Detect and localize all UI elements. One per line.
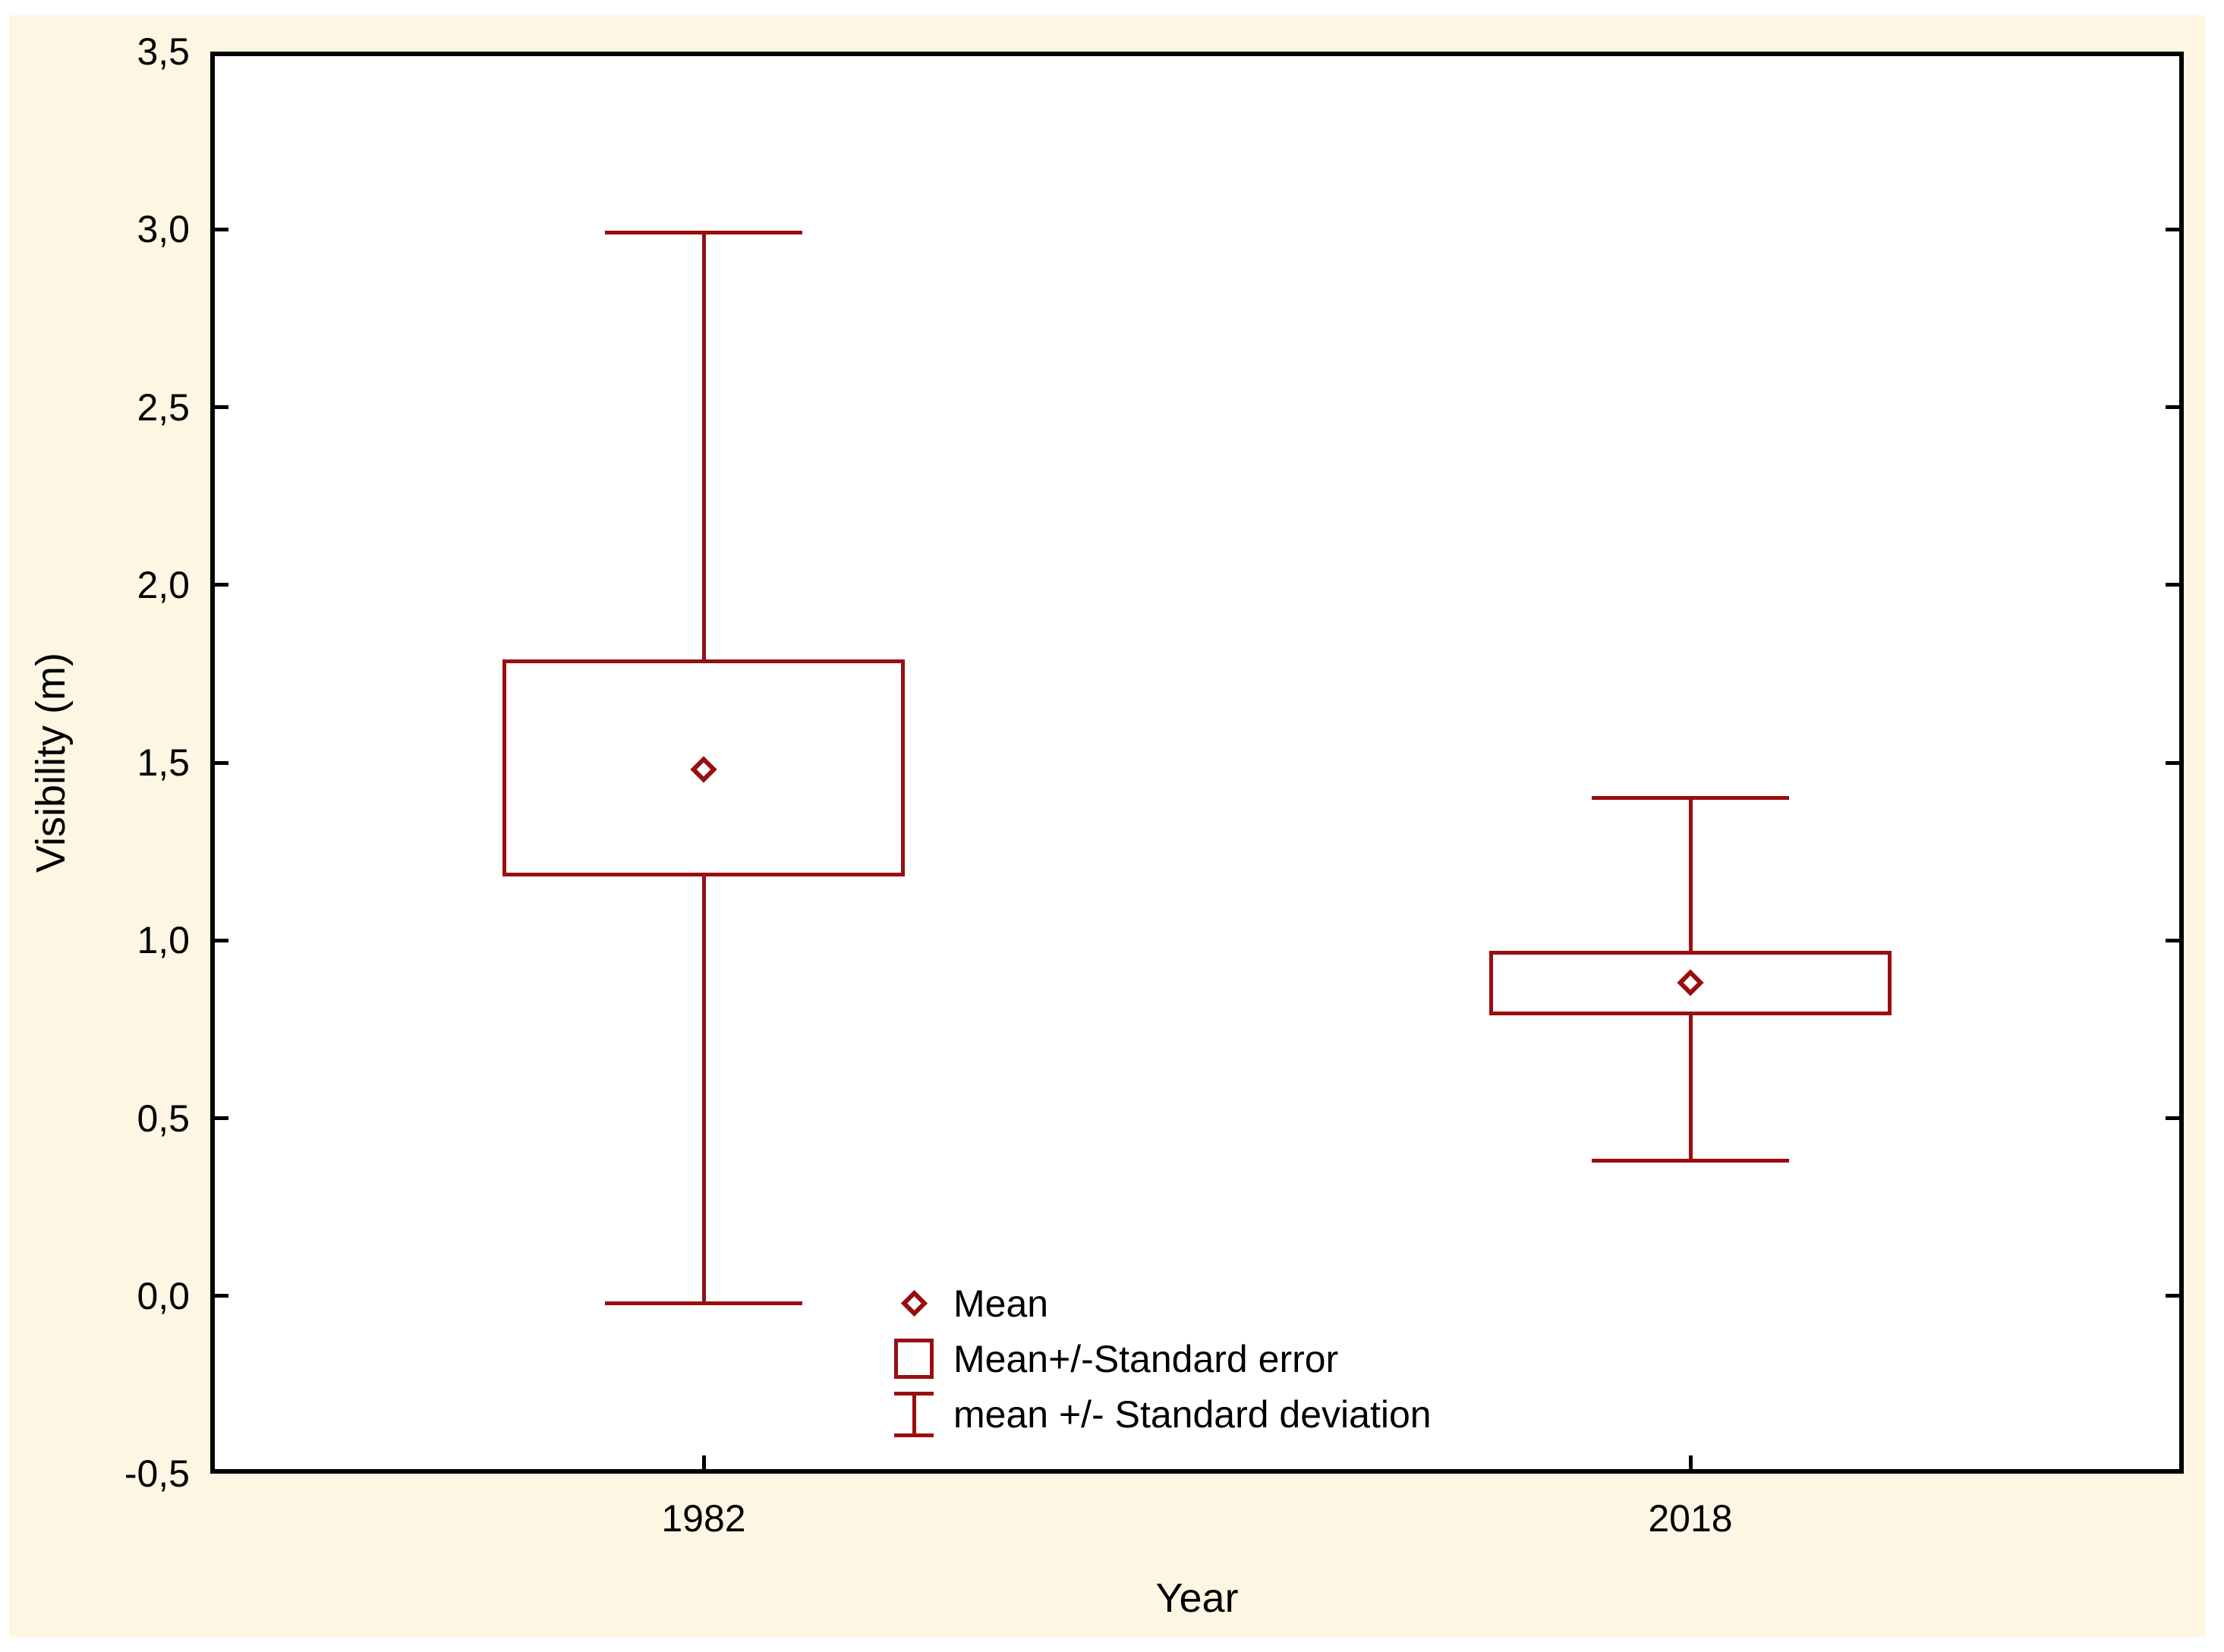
y-axis-tick-left: [215, 227, 228, 231]
x-axis-tick: [701, 1455, 706, 1469]
y-tick-label: 1,0: [137, 919, 190, 962]
standard-error-box-icon: [894, 1339, 934, 1379]
legend-label-standard-deviation: mean +/- Standard deviation: [953, 1392, 1432, 1436]
y-axis-tick-right: [2166, 1294, 2179, 1298]
y-axis-tick-left: [215, 760, 228, 765]
sd-whisker-cap-bottom: [1592, 1159, 1789, 1163]
y-tick-label: 3,0: [137, 208, 190, 251]
legend-label-standard-error: Mean+/-Standard error: [953, 1337, 1339, 1380]
y-tick-label: 0,5: [137, 1097, 190, 1140]
sd-whisker-cap-bottom: [605, 1301, 802, 1305]
y-axis-tick-right: [2166, 227, 2179, 231]
y-axis-tick-right: [2166, 1116, 2179, 1120]
y-tick-label: 1,5: [137, 741, 190, 784]
x-tick-label: 2018: [1648, 1497, 1733, 1540]
legend-row-standard-deviation: mean +/- Standard deviation: [894, 1386, 1432, 1442]
y-axis-tick-left: [215, 938, 228, 942]
x-axis-title: Year: [1155, 1575, 1239, 1621]
legend-row-mean: Mean: [894, 1276, 1432, 1331]
x-tick-label: 1982: [661, 1497, 746, 1540]
y-axis-tick-right: [2166, 405, 2179, 409]
y-axis-tick-right: [2166, 760, 2179, 765]
standard-error-box: [502, 659, 905, 876]
y-axis-tick-left: [215, 405, 228, 409]
x-axis-tick: [1688, 1455, 1693, 1469]
y-axis-tick-right: [2166, 938, 2179, 942]
standard-error-box: [1489, 951, 1892, 1015]
legend-row-standard-error: Mean+/-Standard error: [894, 1331, 1432, 1386]
mean-diamond-icon: [900, 1289, 928, 1317]
sd-whisker-cap-top: [605, 231, 802, 235]
y-tick-label: 2,5: [137, 385, 190, 429]
y-axis-title: Visibility (m): [28, 652, 74, 873]
y-tick-label: -0,5: [124, 1452, 190, 1495]
y-axis-tick-left: [215, 583, 228, 587]
y-axis-tick-left: [215, 1116, 228, 1120]
y-axis-tick-right: [2166, 583, 2179, 587]
y-axis-tick-left: [215, 1294, 228, 1298]
legend-label-mean: Mean: [953, 1282, 1049, 1325]
y-tick-label: 0,0: [137, 1274, 190, 1317]
sd-whisker-cap-top: [1592, 796, 1789, 801]
standard-deviation-whisker-icon: [894, 1391, 934, 1437]
y-tick-label: 3,5: [137, 30, 190, 73]
legend: Mean Mean+/-Standard error mean +/- Stan…: [894, 1276, 1432, 1442]
y-tick-label: 2,0: [137, 563, 190, 606]
